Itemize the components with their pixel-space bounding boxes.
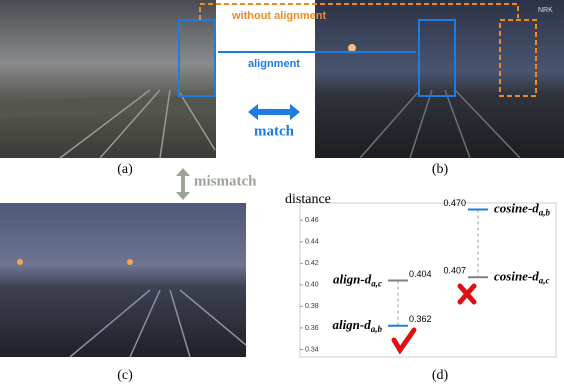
label-text: cosine-d: [494, 268, 539, 283]
plot-frame: [299, 202, 557, 358]
y-tick-label: 0.40: [305, 282, 319, 289]
label-text: align-d: [333, 272, 372, 287]
arrow: [176, 168, 190, 200]
photo-b: [315, 0, 564, 159]
annotation: match: [254, 123, 295, 139]
photo-a: [0, 0, 216, 159]
y-axis-label: distance: [285, 192, 331, 207]
value-label: 0.470: [443, 198, 466, 208]
label-subscript: a,c: [371, 279, 382, 289]
y-tick-label: 0.34: [305, 346, 319, 353]
y-tick-label: 0.42: [305, 260, 319, 267]
arrow: [199, 3, 519, 20]
panel-label: (d): [432, 368, 449, 383]
series-label: cosine-da,c: [494, 268, 550, 285]
arrow: [248, 104, 300, 120]
y-tick-label: 0.38: [305, 303, 319, 310]
panel-label: (a): [117, 162, 133, 177]
photo-c: [0, 203, 247, 358]
value-label: 0.407: [443, 266, 466, 276]
annotation: mismatch: [194, 173, 257, 189]
panel-label: (c): [117, 368, 133, 383]
label-text: align-d: [332, 317, 371, 332]
region-box: [499, 19, 537, 97]
check-icon: [391, 327, 417, 355]
region-box: [418, 19, 456, 97]
label-subscript: a,b: [539, 208, 551, 218]
panel-label: (b): [432, 162, 449, 177]
series-label: cosine-da,b: [494, 200, 551, 217]
label-subscript: a,c: [539, 275, 550, 285]
series-label: align-da,b: [332, 317, 382, 334]
label-subscript: a,b: [371, 324, 383, 334]
y-tick-label: 0.44: [305, 239, 319, 246]
watermark: NRK: [538, 7, 553, 14]
annotation: without alignment: [231, 10, 326, 22]
y-tick-label: 0.46: [305, 217, 319, 224]
value-label: 0.404: [409, 269, 432, 279]
cross-icon: [457, 283, 477, 305]
y-tick-label: 0.36: [305, 325, 319, 332]
region-box: [178, 19, 216, 97]
value-label: 0.362: [409, 314, 432, 324]
annotation: alignment: [248, 58, 300, 70]
label-text: cosine-d: [494, 200, 539, 215]
series-label: align-da,c: [333, 272, 382, 289]
